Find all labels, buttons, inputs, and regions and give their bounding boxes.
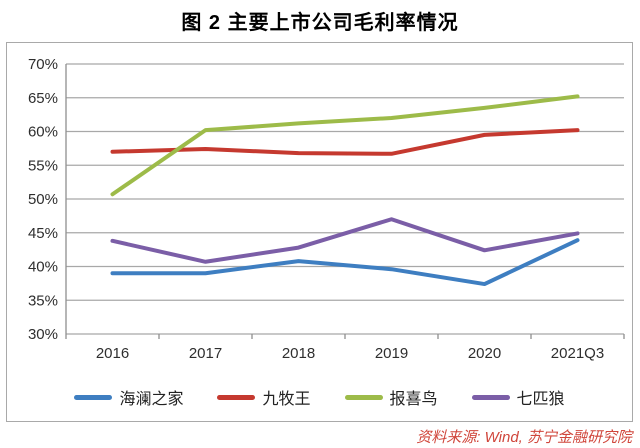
line-chart: 30% 35% 40% 45% 50% 55% 60% 65% 70% 2016 2017 2018 2… [28,56,625,362]
y-tick-label: 60% [28,124,58,141]
legend-label: 报喜鸟 [389,391,438,408]
legend-item: 海澜之家 [74,385,183,409]
series-line [110,128,580,156]
series-line [110,238,580,287]
series-line [110,217,580,264]
chart-container: 30% 35% 40% 45% 50% 55% 60% 65% 70% 2016 2017 2018 2… [6,42,633,422]
x-tick-label: 2021Q3 [551,345,604,362]
legend-label: 九牧王 [262,391,311,408]
legend-swatch [217,394,256,400]
legend-item: 九牧王 [217,385,311,409]
legend-label: 海澜之家 [119,391,184,408]
y-tick-label: 55% [28,157,58,174]
y-tick-label: 45% [28,225,58,242]
legend-swatch [344,394,383,400]
legend-item: 报喜鸟 [344,385,438,409]
y-tick-label: 35% [28,292,58,309]
x-tick-label: 2019 [375,345,408,362]
x-tick-label: 2020 [468,345,501,362]
x-tick-label: 2017 [189,345,222,362]
legend-swatch [471,394,510,400]
y-tick-label: 70% [28,56,58,73]
x-tick-label: 2016 [96,345,129,362]
chart-title: 图 2 主要上市公司毛利率情况 [181,12,459,34]
x-tick-label: 2018 [282,345,315,362]
legend-label: 七匹狼 [516,391,565,408]
legend-item: 七匹狼 [471,385,565,409]
legend-swatch [74,394,113,400]
y-tick-label: 65% [28,90,58,107]
series-line [110,94,580,197]
y-tick-label: 30% [28,326,58,343]
y-tick-label: 40% [28,259,58,276]
chart-legend: 海澜之家 九牧王 报喜鸟 七匹狼 [7,385,632,409]
source-caption: 资料来源: Wind, 苏宁金融研究院 [416,429,632,446]
y-tick-label: 50% [28,191,58,208]
